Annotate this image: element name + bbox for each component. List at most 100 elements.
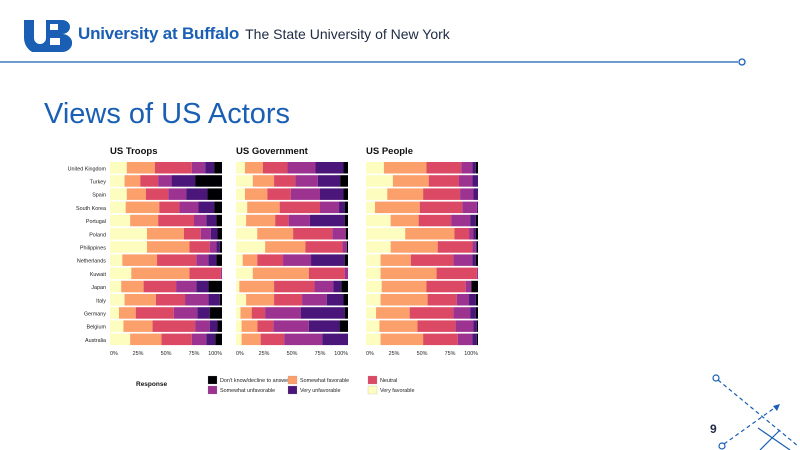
bar-segment	[274, 280, 315, 293]
bar-segment	[339, 320, 348, 332]
bar-segment	[392, 175, 429, 187]
bar-segment	[340, 175, 348, 187]
bar-segment	[476, 320, 478, 332]
bar-segment	[390, 214, 419, 227]
bar-segment	[461, 162, 473, 174]
bar-segment	[110, 188, 127, 200]
bar-segment	[155, 294, 186, 306]
bar-segment	[110, 228, 147, 240]
bar-segment	[379, 320, 418, 332]
bar-segment	[246, 214, 276, 227]
bar-segment	[471, 280, 478, 293]
bar-segment	[236, 307, 241, 319]
bar-segment	[343, 188, 348, 200]
bar-segment	[219, 241, 222, 253]
bar-segment	[236, 241, 266, 253]
legend-title: Response	[136, 381, 167, 388]
bar-segment	[366, 307, 377, 319]
bar-segment	[472, 241, 476, 253]
decorative-lines	[712, 374, 799, 450]
bar-segment	[110, 320, 124, 332]
bar-segment	[308, 267, 345, 280]
bar-segment	[332, 228, 346, 240]
bar-segment	[196, 254, 209, 266]
bar-segment	[274, 175, 296, 187]
bar-segment	[326, 294, 344, 306]
bar-segment	[374, 201, 420, 214]
ub-logo-icon	[24, 20, 72, 52]
bar-segment	[209, 241, 217, 253]
x-tick-label: 0%	[236, 351, 244, 357]
bar-segment	[161, 333, 192, 346]
bar-segment	[366, 333, 381, 346]
bar-segment	[236, 175, 253, 187]
bar-segment	[366, 280, 382, 293]
bar-segment	[247, 201, 280, 214]
bar-segment	[436, 267, 477, 280]
bar-segment	[341, 280, 348, 293]
bar-segment	[110, 307, 119, 319]
bar-segment	[284, 333, 323, 346]
bar-segment	[345, 228, 348, 240]
bar-segment	[451, 214, 471, 227]
bar-segment	[473, 188, 478, 200]
x-tick-label: 50%	[417, 351, 428, 357]
y-tick-label: Philippines	[80, 245, 106, 251]
bar-segment	[196, 280, 209, 293]
y-tick-label: South Korea	[76, 206, 106, 212]
x-tick-label: 100%	[464, 351, 478, 357]
bar-segment	[262, 162, 288, 174]
bar-segment	[342, 241, 347, 253]
y-tick-label: Australia	[85, 338, 106, 344]
bar-segment	[476, 241, 478, 253]
bar-segment	[320, 188, 344, 200]
bar-segment	[344, 267, 348, 280]
bar-segment	[257, 320, 274, 332]
bar-segment	[426, 162, 462, 174]
university-subtitle: The State University of New York	[245, 26, 450, 42]
bar-segment	[219, 294, 222, 306]
x-tick-label: 100%	[208, 351, 222, 357]
bar-segment	[366, 201, 375, 214]
legend-swatch	[367, 385, 378, 395]
bar-segment	[366, 175, 393, 187]
bar-segment	[173, 307, 198, 319]
bar-segment	[475, 254, 478, 266]
bar-segment	[110, 254, 123, 266]
bar-segment	[236, 214, 247, 227]
university-name: University at Buffalo	[78, 24, 240, 43]
bar-segment	[380, 254, 411, 266]
bar-segment	[472, 175, 478, 187]
bar-segment	[110, 267, 132, 280]
x-tick-label: 75%	[189, 351, 200, 357]
slide-title: Views of US Actors	[44, 98, 291, 130]
bar-segment	[366, 241, 391, 253]
bar-segment	[476, 267, 478, 280]
legend-swatch	[287, 385, 298, 395]
bar-segment	[343, 294, 348, 306]
x-tick-label: 50%	[161, 351, 172, 357]
bar-segment	[456, 294, 470, 306]
x-tick-label: 75%	[315, 351, 326, 357]
panel-title: US Troops	[110, 146, 158, 157]
bar-segment	[130, 214, 159, 227]
bar-segment	[236, 267, 253, 280]
legend-swatch	[207, 375, 218, 385]
bar-segment	[236, 201, 248, 214]
bar-segment	[383, 162, 427, 174]
bar-segment	[423, 333, 458, 346]
bar-segment	[206, 214, 217, 227]
bar-segment	[207, 188, 222, 200]
bar-segment	[126, 162, 155, 174]
bar-segment	[409, 307, 454, 319]
bar-segment	[267, 188, 291, 200]
bar-segment	[195, 175, 222, 187]
bar-segment	[283, 254, 312, 266]
bar-segment	[472, 333, 477, 346]
bar-segment	[244, 162, 263, 174]
bar-segment	[405, 228, 455, 240]
bar-segment	[189, 241, 210, 253]
bar-segment	[236, 162, 245, 174]
bar-segment	[146, 241, 190, 253]
bar-segment	[462, 201, 477, 214]
